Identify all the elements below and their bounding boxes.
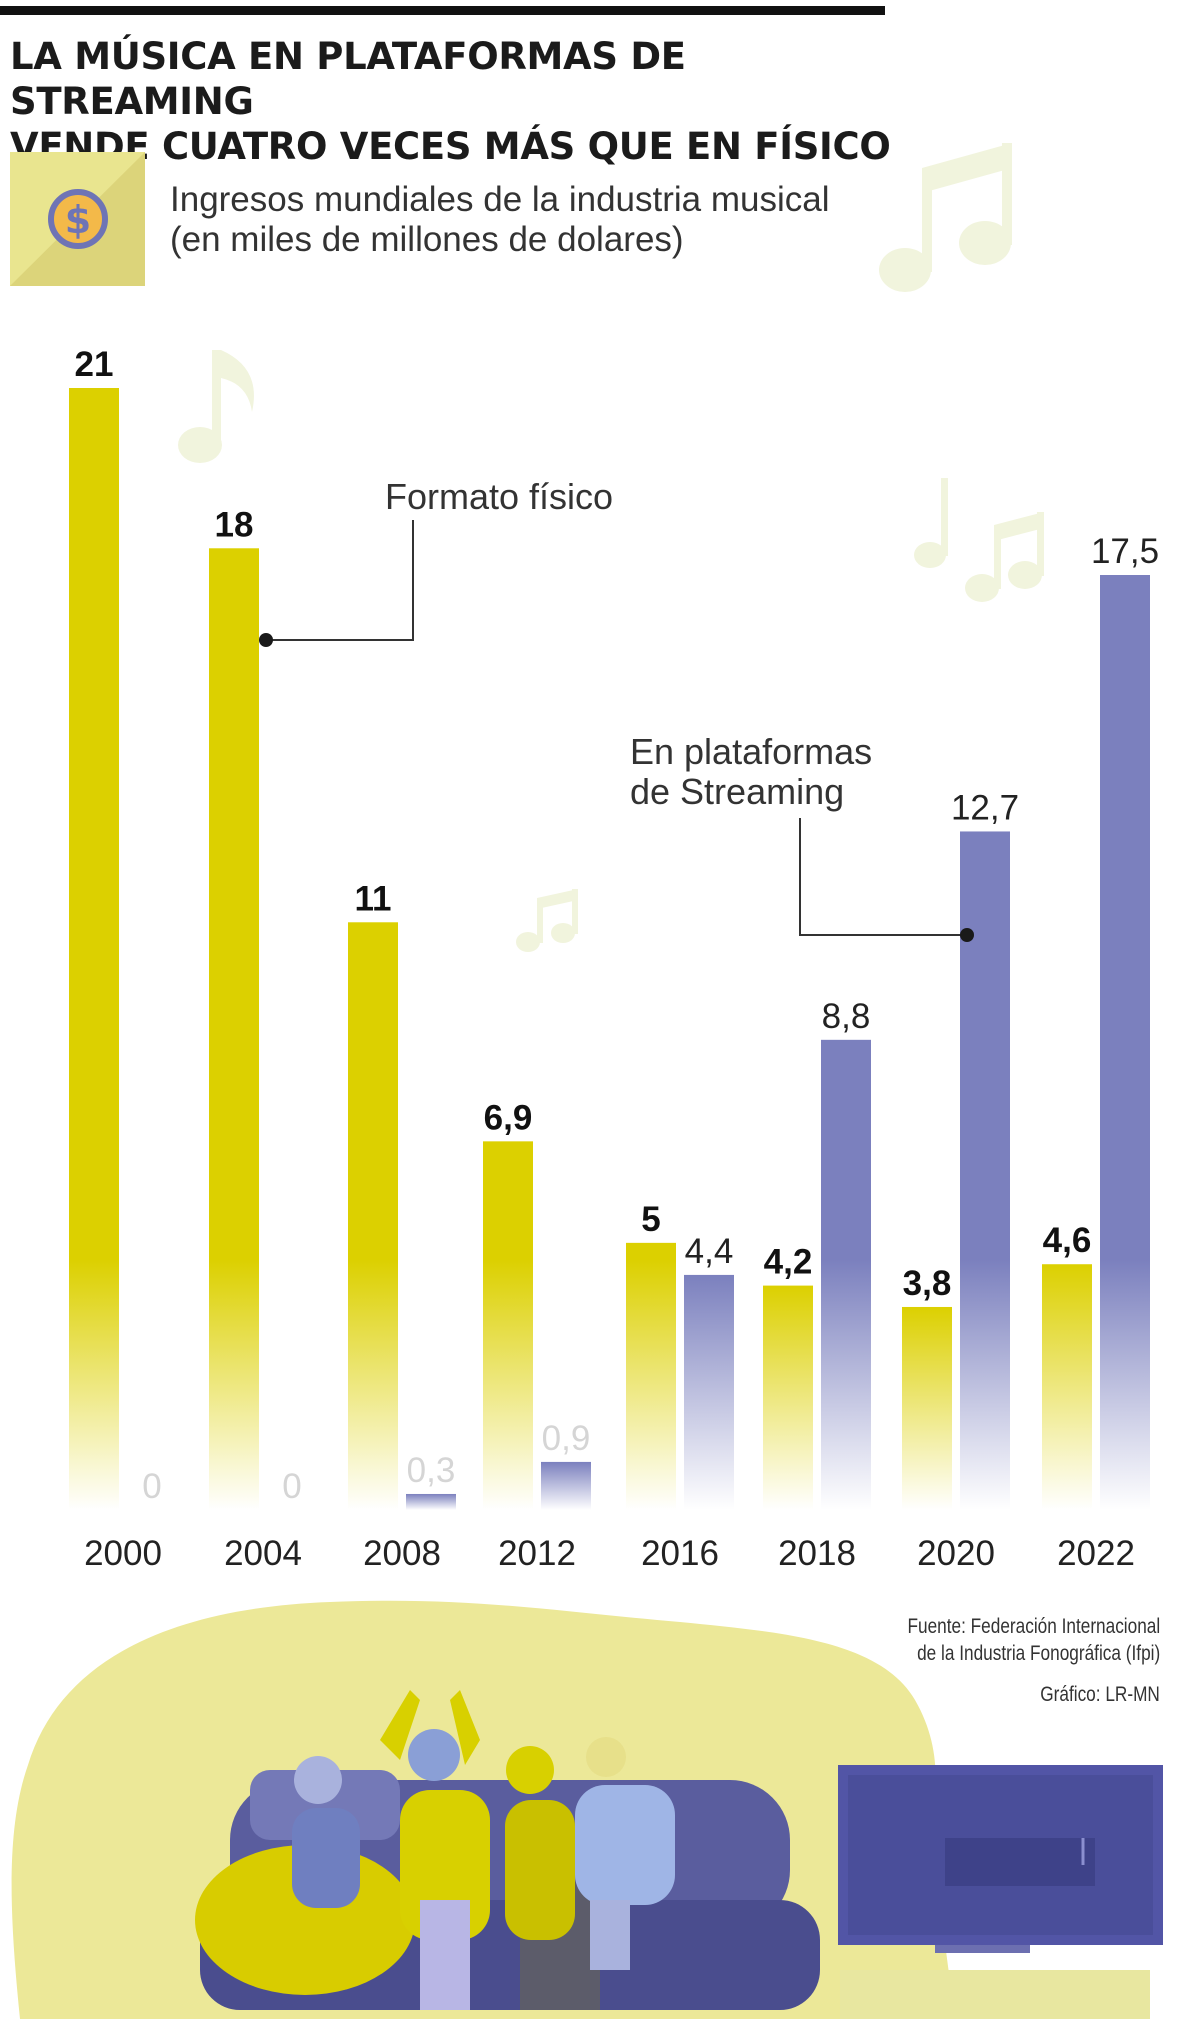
living-room-illustration <box>11 1600 1163 2019</box>
bar-solid-physical-2012 <box>483 1141 533 1260</box>
title-rule <box>0 6 885 15</box>
physical-leader-dot <box>259 633 273 647</box>
x-tick-label-2004: 2004 <box>224 1534 302 1573</box>
bars-layer: 21 0 2000 18 0 2004 11 0,3 2008 6,9 0,9 2012 5 4,4 201… <box>69 345 1159 1573</box>
source-note: Fuente: Federación Internacional de la I… <box>907 1613 1160 1667</box>
bar-solid-streaming-2018 <box>821 1039 871 1260</box>
music-note-icon <box>914 478 1044 602</box>
annotation-streaming: En plataformas de Streaming <box>630 732 872 812</box>
dollar-coin-icon: $ <box>10 152 145 286</box>
value-label-physical-2008: 11 <box>355 879 392 918</box>
value-label-streaming-2020: 12,7 <box>951 788 1019 827</box>
bar-streaming-2016 <box>684 1274 734 1510</box>
x-tick-label-2000: 2000 <box>84 1534 162 1573</box>
graphic-credit: Gráfico: LR-MN <box>1040 1683 1160 1706</box>
bar-physical-2020 <box>902 1306 952 1510</box>
source-line-2: de la Industria Fonográfica (Ifpi) <box>916 1642 1160 1665</box>
x-tick-label-2018: 2018 <box>778 1534 856 1573</box>
bar-physical-2000 <box>69 1260 119 1510</box>
value-label-streaming-2000: 0 <box>142 1467 161 1506</box>
svg-text:$: $ <box>65 198 91 242</box>
subtitle-line-2: (en miles de millones de dolares) <box>170 220 684 259</box>
subtitle-line-1: Ingresos mundiales de la industria music… <box>170 180 830 219</box>
annotation-physical-label: Formato físico <box>385 476 614 517</box>
value-label-streaming-2008: 0,3 <box>407 1451 456 1490</box>
television <box>838 1765 1163 2019</box>
chart-title-line-1: LA MÚSICA EN PLATAFORMAS DE STREAMING <box>10 35 686 123</box>
streaming-leader-dot <box>960 928 974 942</box>
bar-physical-2004 <box>209 1260 259 1510</box>
value-label-physical-2018: 4,2 <box>764 1243 813 1282</box>
value-label-physical-2000: 21 <box>75 345 114 384</box>
value-label-streaming-2018: 8,8 <box>822 997 871 1036</box>
annotation-streaming-line-1: En plataformas <box>630 731 873 772</box>
x-tick-label-2022: 2022 <box>1057 1534 1135 1573</box>
bar-solid-physical-2016 <box>626 1242 676 1260</box>
value-label-physical-2022: 4,6 <box>1043 1221 1092 1260</box>
chart-subtitle: Ingresos mundiales de la industria music… <box>170 180 830 260</box>
value-label-streaming-2016: 4,4 <box>685 1232 734 1271</box>
people-watching <box>292 1690 675 2010</box>
music-note-icon <box>879 143 1012 292</box>
physical-leader-line <box>266 520 414 641</box>
bar-streaming-2008 <box>406 1493 456 1510</box>
bar-physical-2012 <box>483 1260 533 1510</box>
value-label-streaming-2004: 0 <box>282 1467 301 1506</box>
bar-physical-2022 <box>1042 1264 1092 1510</box>
bar-physical-2008 <box>348 1260 398 1510</box>
x-tick-label-2016: 2016 <box>641 1534 719 1573</box>
bar-streaming-2020 <box>960 1260 1010 1510</box>
bar-physical-2016 <box>626 1260 676 1510</box>
chart-title: LA MÚSICA EN PLATAFORMAS DE STREAMING VE… <box>10 34 910 169</box>
bar-streaming-2022 <box>1100 1260 1150 1510</box>
value-label-physical-2020: 3,8 <box>903 1264 952 1303</box>
value-label-streaming-2012: 0,9 <box>542 1419 591 1458</box>
bar-streaming-2018 <box>821 1260 871 1510</box>
bar-solid-physical-2008 <box>348 922 398 1260</box>
chart-title-line-2: VENDE CUATRO VECES MÁS QUE EN FÍSICO <box>10 125 891 168</box>
music-note-decorations <box>178 143 1044 952</box>
annotation-physical: Formato físico <box>385 477 613 517</box>
music-note-icon <box>516 889 578 952</box>
bar-solid-streaming-2022 <box>1100 575 1150 1260</box>
bar-streaming-2012 <box>541 1461 591 1510</box>
bar-chart: 21 0 2000 18 0 2004 11 0,3 2008 6,9 0,9 2012 5 4,4 201… <box>69 143 1159 1573</box>
annotation-streaming-line-2: de Streaming <box>630 771 845 812</box>
callout-leader-lines <box>259 520 974 942</box>
value-label-streaming-2022: 17,5 <box>1091 532 1159 571</box>
value-label-physical-2012: 6,9 <box>484 1098 533 1137</box>
bar-solid-physical-2004 <box>209 548 259 1260</box>
value-label-physical-2004: 18 <box>215 505 254 544</box>
x-tick-label-2020: 2020 <box>917 1534 995 1573</box>
bar-solid-streaming-2020 <box>960 831 1010 1260</box>
value-label-physical-2016: 5 <box>641 1200 660 1239</box>
x-tick-label-2012: 2012 <box>498 1534 576 1573</box>
bar-physical-2018 <box>763 1285 813 1510</box>
bar-solid-physical-2000 <box>69 388 119 1260</box>
music-note-icon <box>178 350 254 463</box>
streaming-leader-line <box>799 818 967 936</box>
x-tick-label-2008: 2008 <box>363 1534 441 1573</box>
source-line-1: Fuente: Federación Internacional <box>907 1615 1160 1638</box>
